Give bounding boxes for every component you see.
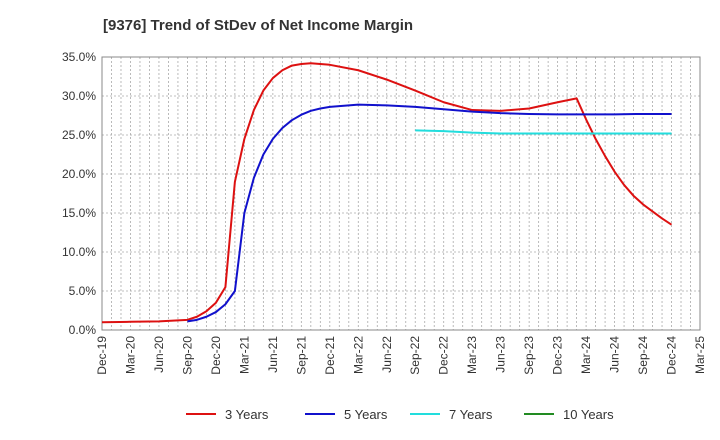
x-tick-label: Mar-23 xyxy=(465,336,479,374)
legend-item: 5 Years xyxy=(305,407,388,422)
x-tick-label: Sep-22 xyxy=(408,336,422,375)
y-tick-label: 5.0% xyxy=(69,284,97,298)
vertical-gridlines xyxy=(111,57,691,330)
plot-background xyxy=(102,57,700,330)
x-tick-label: Sep-20 xyxy=(180,336,194,375)
y-tick-label: 30.0% xyxy=(62,89,96,103)
y-tick-label: 15.0% xyxy=(62,206,96,220)
legend-label: 10 Years xyxy=(563,407,614,422)
x-tick-label: Sep-21 xyxy=(294,336,308,375)
y-tick-label: 25.0% xyxy=(62,128,96,142)
x-tick-label: Dec-22 xyxy=(437,336,451,375)
x-axis-tick-labels: Dec-19 Mar-20 Jun-20 Sep-20 Dec-20 Mar-21 Jun-… xyxy=(95,336,707,375)
x-tick-label: Dec-20 xyxy=(209,336,223,375)
legend-item: 10 Years xyxy=(524,407,614,422)
legend-label: 7 Years xyxy=(449,407,493,422)
x-tick-label: Sep-23 xyxy=(522,336,536,375)
x-tick-label: Dec-19 xyxy=(95,336,109,375)
chart-title: [9376] Trend of StDev of Net Income Marg… xyxy=(103,17,413,34)
plot-area xyxy=(101,56,701,331)
series-line-5-years xyxy=(187,103,672,323)
legend-label: 5 Years xyxy=(344,407,388,422)
x-tick-label: Jun-22 xyxy=(380,336,394,373)
x-tick-label: Mar-20 xyxy=(123,336,137,374)
series-line-3-years xyxy=(101,62,673,324)
y-tick-label: 0.0% xyxy=(69,323,97,337)
x-tick-label: Dec-23 xyxy=(551,336,565,375)
series-line-7-years xyxy=(415,129,672,135)
y-tick-label: 20.0% xyxy=(62,167,96,181)
x-tick-label: Dec-24 xyxy=(665,336,679,375)
x-tick-label: Mar-24 xyxy=(579,336,593,374)
x-tick-label: Mar-21 xyxy=(237,336,251,374)
series-lines xyxy=(101,62,673,324)
x-tick-label: Mar-22 xyxy=(351,336,365,374)
x-tick-label: Dec-21 xyxy=(323,336,337,375)
legend-item: 3 Years xyxy=(186,407,269,422)
legend-item: 7 Years xyxy=(410,407,493,422)
y-axis-tick-labels: 0.0% 5.0% 10.0% 15.0% 20.0% 25.0% 30.0% 35.0% xyxy=(62,50,96,337)
y-tick-label: 35.0% xyxy=(62,50,96,64)
legend: 3 Years 5 Years 7 Years 10 Years xyxy=(186,407,614,422)
x-tick-label: Jun-20 xyxy=(152,336,166,373)
legend-label: 3 Years xyxy=(225,407,269,422)
x-tick-label: Mar-25 xyxy=(693,336,707,374)
plot-border xyxy=(101,56,701,331)
x-tick-label: Jun-24 xyxy=(608,336,622,373)
x-tick-label: Jun-23 xyxy=(494,336,508,373)
x-tick-label: Jun-21 xyxy=(266,336,280,373)
y-tick-label: 10.0% xyxy=(62,245,96,259)
x-tick-label: Sep-24 xyxy=(636,336,650,375)
